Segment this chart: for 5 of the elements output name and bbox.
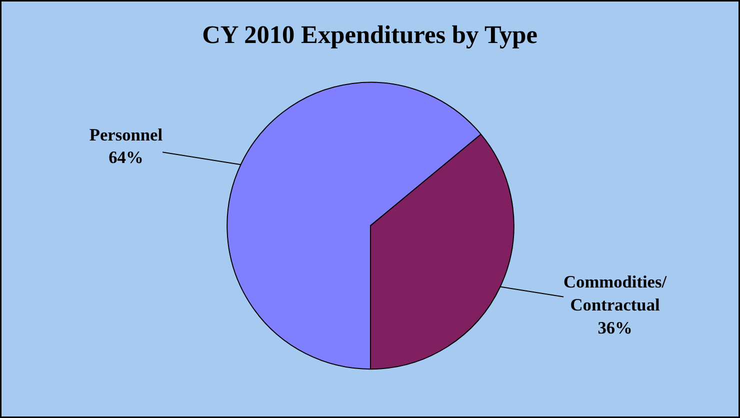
slice-label: Commodities/ Contractual xyxy=(564,272,667,315)
slice-label: Personnel xyxy=(89,125,163,144)
chart-title: CY 2010 Expenditures by Type xyxy=(202,21,538,50)
data-label: 64% xyxy=(108,148,144,168)
data-label: 36% xyxy=(598,318,632,338)
